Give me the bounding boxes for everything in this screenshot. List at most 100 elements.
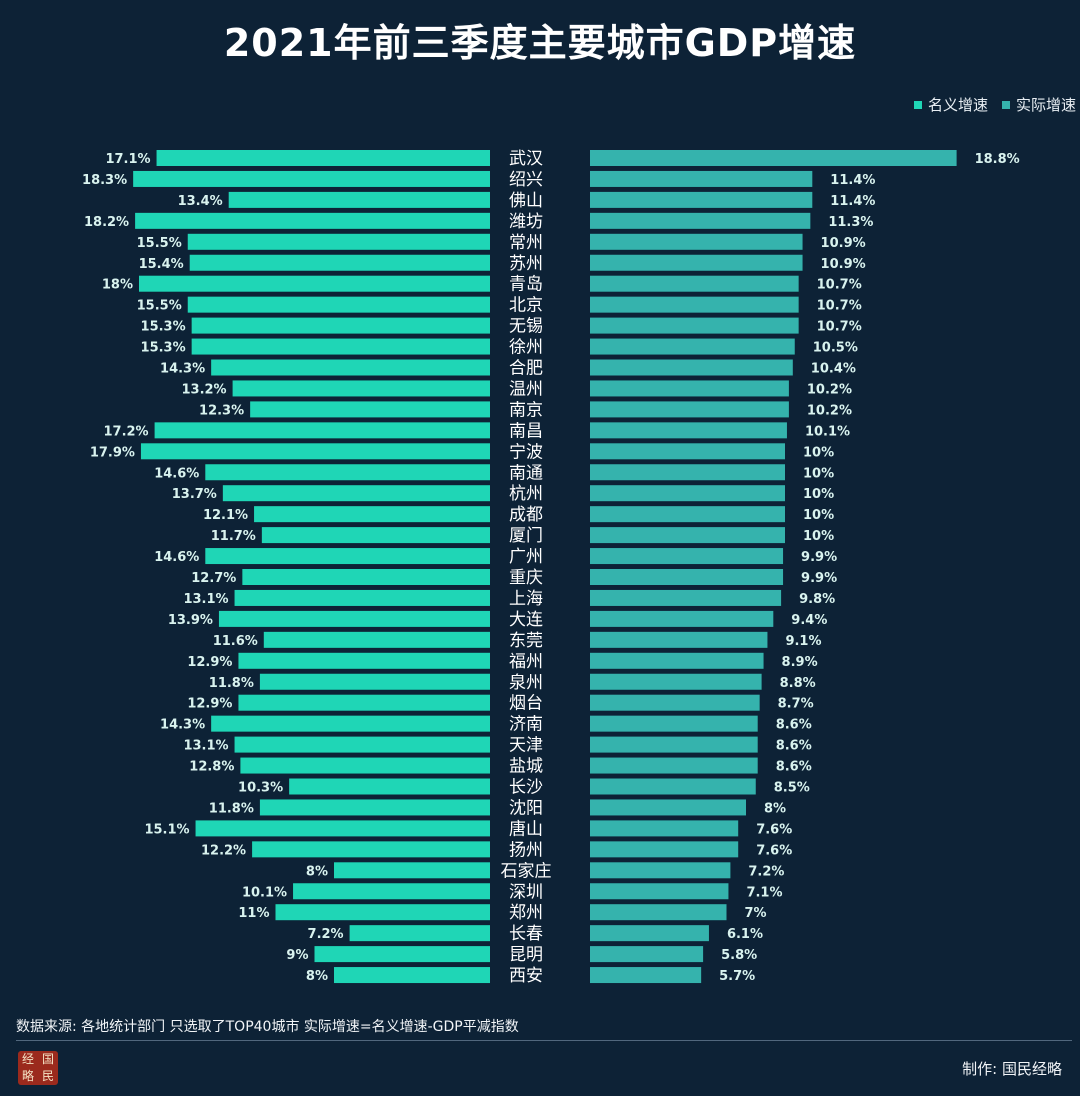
real-bar [590,254,803,271]
city-label: 深圳 [509,882,543,902]
city-label: 苏州 [509,254,543,274]
nominal-value-label: 10.1% [242,885,287,900]
nominal-bar [191,338,490,355]
real-bar [590,883,729,900]
real-value-label: 10.4% [811,362,856,377]
nominal-value-label: 12.9% [187,697,232,712]
nominal-bar [205,464,491,481]
legend-swatch-real [1001,100,1010,109]
brand-logo: 经 国 略 民 [18,1051,58,1085]
city-label: 合肥 [509,359,543,379]
real-bar [590,317,799,334]
real-value-label: 7.2% [748,864,784,879]
city-label: 潍坊 [509,212,543,232]
real-bar [590,757,758,774]
city-label: 南京 [509,400,543,420]
nominal-bar [187,296,490,313]
real-value-label: 8.9% [782,655,818,670]
legend-label-real: 实际增速 [1015,96,1076,114]
real-value-label: 8.5% [774,781,810,796]
city-label: 南昌 [509,421,543,441]
real-value-label: 10.5% [813,341,858,356]
city-label: 宁波 [509,442,543,462]
nominal-bar [238,694,490,711]
real-bar [590,569,784,585]
nominal-value-label: 11% [238,906,269,921]
real-bar [590,170,813,187]
real-bar [590,799,746,816]
city-label: 昆明 [509,945,543,965]
city-label: 长沙 [509,778,543,798]
nominal-bar [250,401,490,418]
real-bar [590,946,704,963]
real-bar [590,464,785,481]
nominal-value-label: 13.2% [181,382,226,397]
real-bar [590,610,774,627]
real-value-label: 5.8% [721,948,757,963]
nominal-bar [259,799,490,816]
real-value-label: 10.9% [821,257,866,272]
real-value-label: 10.7% [817,299,862,314]
city-label: 杭州 [509,484,543,504]
city-label: 重庆 [509,568,543,588]
real-value-label: 10% [803,508,834,523]
city-label: 泉州 [509,673,543,693]
data-source-note: 数据来源: 各地统计部门 只选取了TOP40城市 实际增速=名义增速-GDP平减… [16,1019,519,1035]
nominal-value-label: 12.8% [189,760,234,775]
legend-item-real: 实际增速 [1001,94,1076,115]
real-bar [590,778,756,795]
city-label: 东莞 [509,631,543,651]
nominal-bar [232,380,490,397]
nominal-bar [133,170,490,187]
logo-char: 经 [21,1052,34,1066]
nominal-bar [238,652,490,669]
nominal-value-label: 11.8% [209,676,254,691]
real-value-label: 11.4% [830,194,875,209]
nominal-value-label: 18.2% [84,215,129,230]
real-value-label: 9.9% [801,550,837,565]
nominal-bar [242,569,490,585]
real-bar [590,443,785,460]
real-bar [590,338,795,355]
nominal-value-label: 14.6% [154,466,199,481]
chart-title: 2021年前三季度主要城市GDP增速 [223,21,857,65]
real-value-label: 10% [803,445,834,460]
nominal-value-label: 13.1% [183,739,228,754]
legend-swatch-nominal [913,100,922,109]
city-label: 佛山 [509,191,543,211]
city-label: 福州 [509,652,543,672]
logo-char: 国 [41,1052,54,1066]
real-value-label: 8% [764,801,786,816]
city-label: 广州 [509,547,543,567]
city-label: 上海 [509,589,543,609]
nominal-value-label: 13.1% [183,592,228,607]
real-value-label: 10% [803,466,834,481]
nominal-value-label: 14.3% [160,362,205,377]
real-value-label: 8.6% [776,739,812,754]
nominal-value-label: 10.3% [238,781,283,796]
nominal-bar [154,422,490,439]
real-value-label: 7.6% [756,843,792,858]
real-bar [590,904,727,921]
real-bar [590,191,813,208]
nominal-bar [189,254,490,271]
real-bar [590,589,782,606]
nominal-value-label: 11.7% [211,529,256,544]
real-bar [590,925,709,942]
nominal-bar [191,317,490,334]
city-label: 绍兴 [509,170,543,190]
nominal-value-label: 15.5% [137,236,182,251]
real-bar [590,736,758,753]
nominal-bar [293,883,490,900]
real-value-label: 18.8% [975,152,1020,167]
city-label: 大连 [509,610,543,630]
nominal-value-label: 14.6% [154,550,199,565]
logo-char: 民 [41,1069,54,1083]
nominal-bar [234,736,490,753]
nominal-bar [275,904,490,921]
credit-text: 制作: 国民经略 [962,1060,1062,1078]
nominal-value-label: 8% [306,969,328,984]
city-label: 青岛 [509,275,543,295]
real-value-label: 9.9% [801,571,837,586]
real-value-label: 7% [745,906,767,921]
